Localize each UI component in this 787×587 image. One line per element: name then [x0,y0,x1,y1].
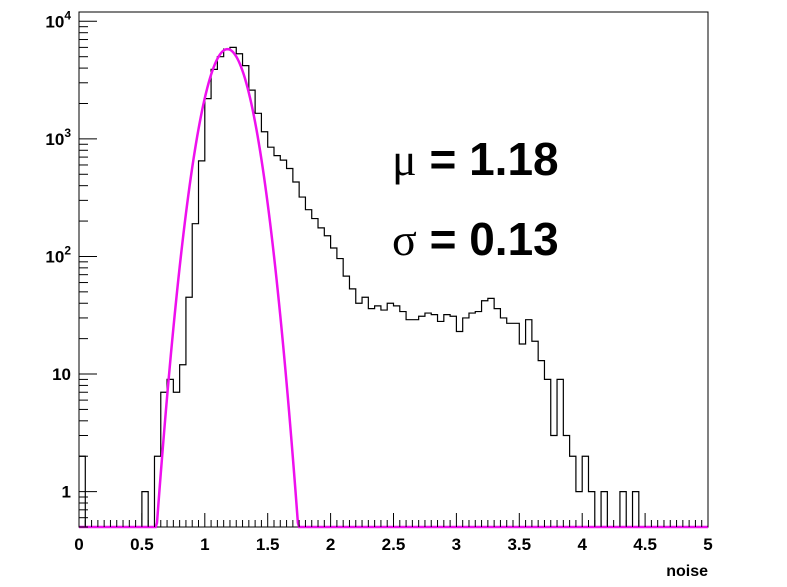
x-tick-label: 1 [200,535,209,554]
x-tick-label: 5 [703,535,712,554]
x-tick-label: 0 [74,535,83,554]
fit-layer [79,47,708,529]
x-tick-label: 3 [452,535,461,554]
y-tick-label: 102 [45,243,71,266]
x-tick-label: 2.5 [382,535,406,554]
fit-annotation: μ = 1.18 σ = 0.13 [392,133,559,265]
histogram-layer [79,46,708,528]
mean-symbol: μ [392,134,417,185]
y-tick-label: 10 [52,365,71,384]
x-axis: 0 0.5 1 1.5 2 2.5 3 3.5 4 4.5 5 [74,513,713,554]
y-tick-exponent: 3 [64,126,71,140]
y-tick-exponent: 4 [64,8,71,22]
gaussian-fit-curve [79,47,708,529]
x-tick-label: 0.5 [130,535,154,554]
mean-annotation: μ = 1.18 [392,133,559,185]
sigma-value: = 0.13 [417,213,559,265]
y-tick-base: 10 [45,247,64,266]
histogram-series [79,46,708,528]
x-tick-label: 3.5 [507,535,531,554]
x-tick-label: 4 [577,535,587,554]
sigma-symbol: σ [392,214,417,265]
y-tick-base: 10 [45,12,64,31]
y-tick-label: 103 [45,126,71,149]
x-tick-label: 1.5 [256,535,280,554]
y-tick-base: 1 [62,483,71,502]
x-axis-title: noise [666,563,708,580]
y-tick-label: 1 [62,483,71,502]
y-tick-exponent: 2 [64,243,71,257]
sigma-annotation: σ = 0.13 [392,213,559,265]
y-tick-base: 10 [45,130,64,149]
y-tick-base: 10 [52,365,71,384]
mean-value: = 1.18 [417,133,559,185]
y-tick-label: 104 [45,8,71,31]
plot-frame [78,11,709,528]
x-tick-label: 2 [326,535,335,554]
x-tick-label: 4.5 [633,535,657,554]
